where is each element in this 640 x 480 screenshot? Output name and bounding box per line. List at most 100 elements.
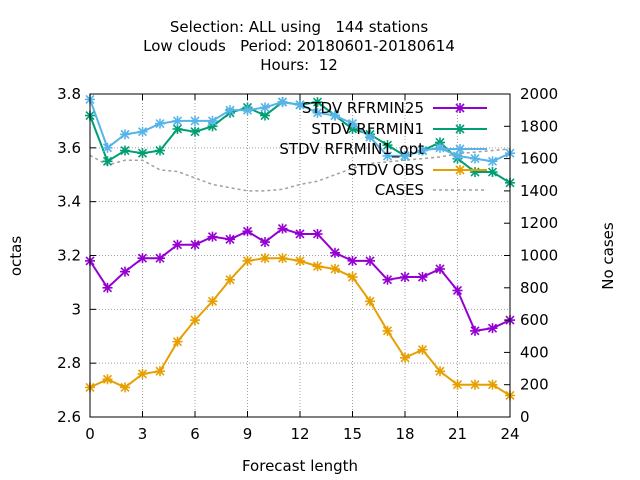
- series-0-point-22: [470, 325, 480, 336]
- series-0-point-19: [417, 272, 428, 283]
- series-2-point-17: [382, 150, 393, 161]
- series-layer: [85, 94, 515, 401]
- y-tick-label-5: 3.6: [57, 139, 81, 157]
- legend-label-4: CASES: [375, 181, 424, 199]
- series-0-point-10: [260, 237, 270, 248]
- series-0-point-5: [172, 239, 183, 250]
- series-3-point-7: [207, 296, 218, 307]
- series-2-point-2: [120, 129, 130, 140]
- series-1-point-22: [470, 167, 480, 178]
- y2-tick-label-0: 0: [520, 408, 530, 426]
- legend-marker-2: [455, 144, 465, 154]
- series-2-point-18: [400, 150, 410, 161]
- series-0-point-1: [102, 282, 113, 293]
- series-1-point-13: [312, 97, 323, 108]
- series-0-point-12: [295, 228, 305, 239]
- legend-label-2: STDV RFRMIN1_opt: [279, 140, 424, 159]
- series-0-point-23: [487, 323, 498, 334]
- x-tick-label-1: 3: [138, 425, 148, 443]
- series-2: [85, 94, 515, 167]
- chart-title-line-2: Low clouds Period: 20180601-20180614: [143, 37, 455, 55]
- series-0-point-2: [120, 266, 130, 277]
- series-1-point-17: [382, 140, 393, 151]
- series-3-point-3: [137, 368, 148, 379]
- series-0-point-7: [207, 231, 218, 242]
- y-axis-label: octas: [7, 236, 25, 276]
- series-1-point-1: [102, 156, 113, 167]
- series-2-point-5: [172, 115, 183, 126]
- series-1-point-4: [155, 145, 165, 156]
- series-3-point-9: [242, 255, 253, 266]
- legend-label-0: STDV RFRMIN25: [302, 99, 424, 117]
- y-tick-label-1: 2.8: [57, 354, 81, 372]
- series-3-point-18: [400, 352, 410, 363]
- series-3-point-4: [155, 366, 165, 377]
- y2-tick-label-1: 200: [520, 376, 549, 394]
- legend: STDV RFRMIN25 STDV RFRMIN1 STDV RFRMIN1_op…: [279, 99, 487, 199]
- chart-title-line-1: Selection: ALL using 144 stations: [170, 18, 429, 36]
- chart-title-line-3: Hours: 12: [260, 56, 338, 74]
- series-2-point-3: [137, 126, 148, 137]
- y-tick-label-6: 3.8: [57, 85, 81, 103]
- series-3-point-19: [417, 344, 428, 355]
- series-3-point-22: [470, 379, 480, 390]
- y2-tick-label-8: 1600: [520, 150, 558, 168]
- series-line-0: [89, 227, 511, 332]
- x-tick-label-3: 9: [243, 425, 253, 443]
- axis-ticks: [89, 93, 511, 418]
- series-0-point-11: [277, 223, 288, 234]
- series-2-point-10: [260, 102, 270, 113]
- series-3-point-15: [347, 272, 358, 283]
- series-0-point-8: [225, 234, 235, 245]
- series-2-point-20: [435, 142, 445, 153]
- y2-tick-label-4: 800: [520, 279, 549, 297]
- y2-tick-label-9: 1800: [520, 117, 558, 135]
- series-2-point-16: [365, 132, 375, 143]
- series-3-point-17: [382, 325, 393, 336]
- series-2-point-15: [347, 118, 358, 129]
- series-2-point-14: [330, 110, 340, 121]
- series-3-point-21: [452, 379, 463, 390]
- series-3-point-16: [365, 296, 375, 307]
- series-3-point-5: [172, 336, 183, 347]
- series-3-point-14: [330, 263, 340, 274]
- x-axis-label: Forecast length: [242, 457, 358, 475]
- x-tick-label-2: 6: [190, 425, 200, 443]
- series-3-point-12: [295, 255, 305, 266]
- y2-axis-label: No cases: [599, 222, 617, 290]
- y-tick-label-0: 2.6: [57, 408, 81, 426]
- y-tick-label-3: 3.2: [57, 247, 81, 265]
- series-2-point-6: [190, 115, 200, 126]
- series-0-point-17: [382, 274, 393, 285]
- legend-label-3: STDV OBS: [348, 161, 424, 179]
- series-0-point-21: [452, 285, 463, 296]
- series-4: [89, 148, 511, 192]
- series-1-point-3: [137, 148, 148, 159]
- legend-label-1: STDV RFRMIN1: [311, 120, 424, 138]
- series-3: [85, 253, 515, 401]
- series-2-point-22: [470, 153, 480, 164]
- series-0-point-20: [435, 263, 445, 274]
- series-3-point-13: [312, 261, 323, 272]
- y-tick-label-2: 3: [71, 300, 81, 318]
- series-2-point-1: [102, 142, 113, 153]
- series-3-point-2: [120, 382, 130, 393]
- series-1-point-2: [120, 145, 130, 156]
- y2-tick-label-3: 600: [520, 311, 549, 329]
- x-tick-label-4: 12: [290, 425, 309, 443]
- series-0-point-18: [400, 272, 410, 283]
- series-1-point-5: [172, 123, 183, 134]
- x-tick-label-8: 24: [500, 425, 519, 443]
- y2-tick-label-10: 2000: [520, 85, 558, 103]
- series-3-point-8: [225, 274, 235, 285]
- series-2-point-8: [225, 105, 235, 116]
- y2-tick-label-2: 400: [520, 343, 549, 361]
- series-0-point-14: [330, 247, 340, 258]
- series-2-point-19: [417, 145, 428, 156]
- series-3-point-23: [487, 379, 498, 390]
- legend-marker-1: [455, 124, 465, 134]
- series-1-point-6: [190, 126, 200, 137]
- y-tick-label-4: 3.4: [57, 193, 81, 211]
- axis-tick-labels: 0 3 6 9 12 15 18 21 24 2.6 2.8 3 3.2 3.4 3.6 3.8 0 200 400…: [57, 85, 558, 443]
